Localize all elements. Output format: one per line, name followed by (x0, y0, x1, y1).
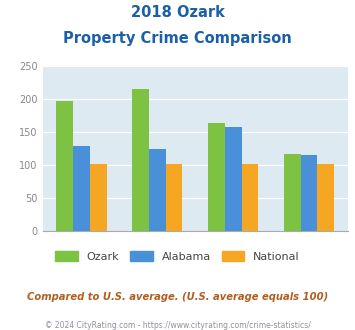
Text: © 2024 CityRating.com - https://www.cityrating.com/crime-statistics/: © 2024 CityRating.com - https://www.city… (45, 321, 310, 330)
Bar (132, 89, 149, 231)
Text: 2018 Ozark: 2018 Ozark (131, 5, 224, 20)
Bar (149, 149, 166, 231)
Text: Compared to U.S. average. (U.S. average equals 100): Compared to U.S. average. (U.S. average … (27, 292, 328, 302)
Bar (241, 164, 258, 231)
Text: Property Crime Comparison: Property Crime Comparison (63, 31, 292, 46)
Bar (56, 101, 73, 231)
Bar (208, 123, 225, 231)
Bar (73, 146, 90, 231)
Bar (166, 164, 182, 231)
Bar (317, 164, 334, 231)
Bar (284, 154, 301, 231)
Bar (90, 164, 106, 231)
Legend: Ozark, Alabama, National: Ozark, Alabama, National (51, 247, 304, 267)
Bar (225, 127, 241, 231)
Bar (301, 155, 317, 231)
